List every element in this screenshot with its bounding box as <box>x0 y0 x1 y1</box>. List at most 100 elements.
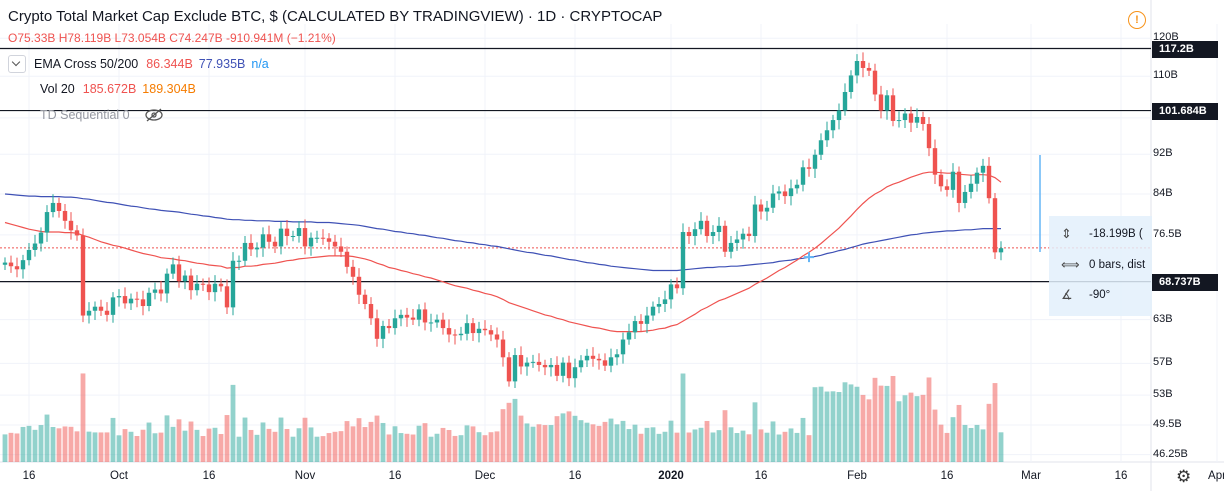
candle-body <box>776 191 782 194</box>
candle-body <box>482 328 488 331</box>
gear-icon[interactable]: ⚙ <box>1176 467 1192 486</box>
candle-body <box>782 191 788 197</box>
volume-bar <box>38 425 44 462</box>
indicator-volume[interactable]: Vol 20 185.672B 189.304B <box>40 79 196 99</box>
candle-body <box>230 260 236 308</box>
candle-body <box>332 241 338 247</box>
chart-overlay <box>804 155 1041 263</box>
volume-bar <box>572 415 578 462</box>
volume-bar <box>668 420 674 462</box>
candle-body <box>710 232 716 237</box>
volume-bar <box>8 432 14 462</box>
volume-bar <box>476 432 482 462</box>
candle-body <box>704 220 710 237</box>
chevron-down-icon[interactable] <box>8 55 26 73</box>
volume-bar <box>146 422 152 462</box>
candle-body <box>674 284 680 289</box>
candle-body <box>80 235 86 316</box>
volume-bar <box>176 419 182 462</box>
indicator-td-sequential[interactable]: TD Sequential 0 <box>40 105 164 125</box>
volume-bar <box>56 428 62 462</box>
volume-bar <box>740 430 746 462</box>
candle-body <box>740 233 746 240</box>
candle-body <box>878 94 884 111</box>
volume-bar <box>596 425 602 462</box>
candle-body <box>998 248 1004 253</box>
candle-body <box>746 233 752 237</box>
candle-body <box>938 174 944 187</box>
candle-body <box>734 239 740 243</box>
candle-body <box>914 116 920 123</box>
date-tick-label: 2020 <box>658 470 684 482</box>
volume-bar <box>920 394 926 462</box>
volume-bar <box>236 436 242 462</box>
volume-bars <box>2 373 1004 462</box>
volume-bar <box>902 395 908 462</box>
volume-bar <box>644 427 650 462</box>
volume-bar <box>782 431 788 462</box>
measure-tool-panel[interactable]: ⇕ -18.199B ( ⟺ 0 bars, dist ∡ -90° <box>1049 216 1152 316</box>
candle-body <box>308 237 314 247</box>
date-tick-label: 16 <box>1114 470 1128 482</box>
volume-bar <box>296 428 302 462</box>
volume-bar <box>410 434 416 462</box>
measure-bars-row: ⟺ 0 bars, dist <box>1061 257 1145 273</box>
volume-bar <box>140 429 146 462</box>
volume-bar <box>320 436 326 462</box>
volume-bar <box>896 401 902 462</box>
measure-price-row: ⇕ -18.199B ( <box>1061 226 1143 242</box>
volume-bar <box>974 424 980 462</box>
volume-bar <box>590 424 596 462</box>
volume-bar <box>68 426 74 462</box>
candle-body <box>38 232 44 244</box>
candle-body <box>290 236 296 238</box>
date-tick-label: 16 <box>940 470 954 482</box>
candle-body <box>14 266 20 270</box>
candle-body <box>668 284 674 300</box>
candle-body <box>416 309 422 320</box>
candle-body <box>866 67 872 71</box>
volume-bar <box>434 433 440 462</box>
volume-bar <box>536 424 542 462</box>
indicator-value: n/a <box>251 57 269 71</box>
candle-body <box>698 220 704 230</box>
volume-bar <box>392 426 398 462</box>
volume-bar <box>908 392 914 462</box>
candle-body <box>374 318 380 339</box>
volume-bar <box>32 429 38 462</box>
candle-body <box>530 361 536 363</box>
candle-body <box>980 165 986 173</box>
volume-bar <box>218 434 224 462</box>
volume-bar <box>20 426 26 462</box>
candle-body <box>950 171 956 190</box>
price-tick-label: 49.5B <box>1153 418 1182 431</box>
volume-bar <box>326 433 332 462</box>
volume-bar <box>560 413 566 462</box>
candle-body <box>542 364 548 368</box>
price-tick-label: 63B <box>1153 312 1173 325</box>
eye-crossed-icon[interactable] <box>144 108 164 122</box>
volume-bar <box>122 429 128 462</box>
ohlc-close: C74.247B <box>169 31 223 45</box>
candle-body <box>128 298 134 304</box>
volume-bar <box>278 417 284 462</box>
volume-bar <box>14 433 20 462</box>
candle-body <box>974 172 980 184</box>
candle-body <box>74 230 80 236</box>
volume-bar <box>584 422 590 462</box>
candle-body <box>146 292 152 307</box>
candle-body <box>770 193 776 208</box>
candle-body <box>860 61 866 68</box>
candle-body <box>650 306 656 316</box>
price-tick-label: 57B <box>1153 356 1173 369</box>
indicator-ema-cross[interactable]: EMA Cross 50/200 86.344B 77.935B n/a <box>8 54 269 74</box>
indicator-name: Vol 20 <box>40 82 75 96</box>
candle-body <box>812 154 818 169</box>
volume-bar <box>518 415 524 462</box>
indicator-value: 86.344B <box>146 57 193 71</box>
warning-icon[interactable]: ! <box>1128 11 1146 29</box>
volume-bar <box>932 409 938 462</box>
candle-body <box>842 91 848 111</box>
candle-body <box>446 328 452 335</box>
